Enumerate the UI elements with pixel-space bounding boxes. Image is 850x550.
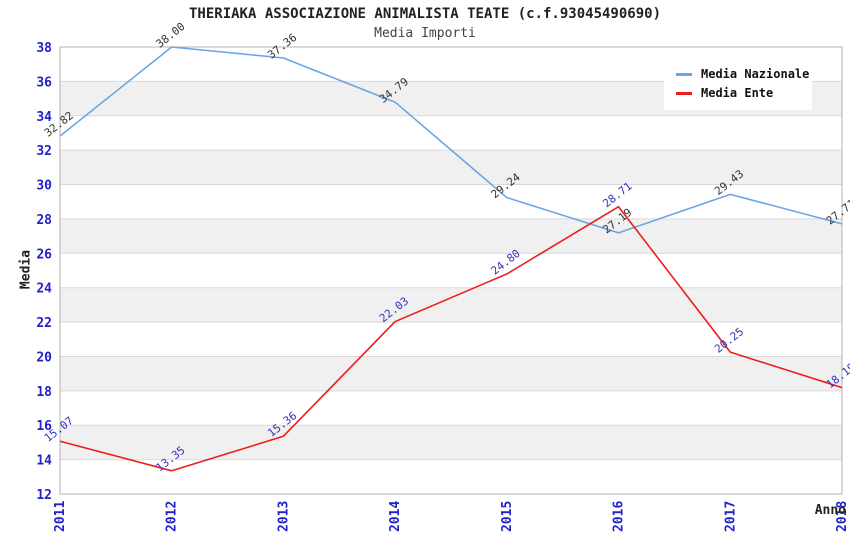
legend: Media Nazionale Media Ente [664, 57, 812, 110]
plot-band [60, 425, 842, 460]
data-label: 37.36 [265, 31, 299, 62]
x-tick-label: 2012 [165, 501, 180, 532]
y-tick-label: 30 [36, 179, 52, 194]
legend-swatch-icon [676, 72, 692, 76]
y-tick-label: 12 [36, 488, 52, 503]
plot-band [60, 287, 842, 323]
y-tick-label: 20 [36, 350, 52, 365]
y-tick-label: 24 [36, 282, 52, 297]
data-label: 27.71 [824, 197, 850, 228]
chart-subtitle: Media Importi [374, 26, 476, 41]
legend-label: Media Ente [701, 86, 774, 100]
legend-item-media-ente: Media Ente [676, 85, 812, 101]
data-label: 38.00 [154, 20, 188, 51]
legend-label: Media Nazionale [701, 67, 810, 81]
plot-band [60, 218, 842, 254]
plot-band [60, 356, 842, 391]
x-axis-title: Anno [814, 503, 846, 518]
y-tick-label: 14 [36, 454, 52, 469]
x-tick-label: 2015 [500, 501, 515, 532]
plot-band [60, 150, 842, 185]
y-tick-label: 36 [36, 75, 52, 90]
x-tick-label: 2016 [612, 501, 627, 532]
y-tick-label: 16 [36, 419, 52, 434]
y-tick-label: 32 [36, 144, 52, 159]
x-tick-label: 2017 [723, 501, 738, 532]
chart-title: THERIAKA ASSOCIAZIONE ANIMALISTA TEATE (… [188, 6, 661, 22]
series-line-media-ente [59, 205, 843, 472]
y-tick-label: 26 [36, 247, 52, 262]
series-line-media-nazionale [59, 46, 843, 234]
y-axis-title: Media [18, 249, 34, 290]
x-tick-label: 2011 [53, 501, 68, 532]
legend-item-media-nazionale: Media Nazionale [676, 66, 812, 82]
y-tick-label: 34 [36, 110, 52, 125]
x-tick-label: 2013 [276, 501, 291, 532]
y-tick-label: 22 [36, 316, 52, 331]
y-tick-label: 28 [36, 213, 52, 228]
x-tick-label: 2018 [835, 501, 850, 532]
x-tick-label: 2014 [388, 501, 403, 532]
y-tick-label: 38 [36, 41, 52, 56]
plot-border [59, 46, 843, 495]
y-tick-label: 18 [36, 385, 52, 400]
legend-swatch-icon [676, 91, 692, 95]
